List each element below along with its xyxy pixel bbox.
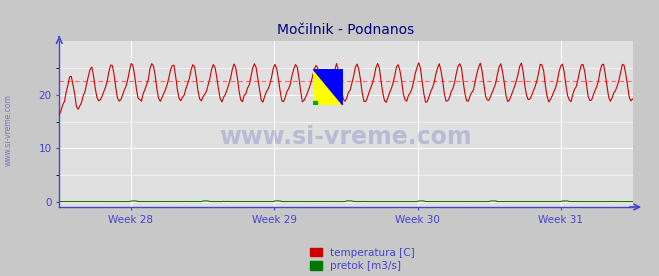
Text: www.si-vreme.com: www.si-vreme.com	[3, 94, 13, 166]
Title: Močilnik - Podnanos: Močilnik - Podnanos	[277, 23, 415, 38]
Polygon shape	[313, 69, 343, 105]
Text: www.si-vreme.com: www.si-vreme.com	[219, 126, 473, 149]
Legend: temperatura [C], pretok [m3/s]: temperatura [C], pretok [m3/s]	[310, 248, 415, 271]
Polygon shape	[313, 100, 318, 105]
Polygon shape	[313, 69, 343, 105]
